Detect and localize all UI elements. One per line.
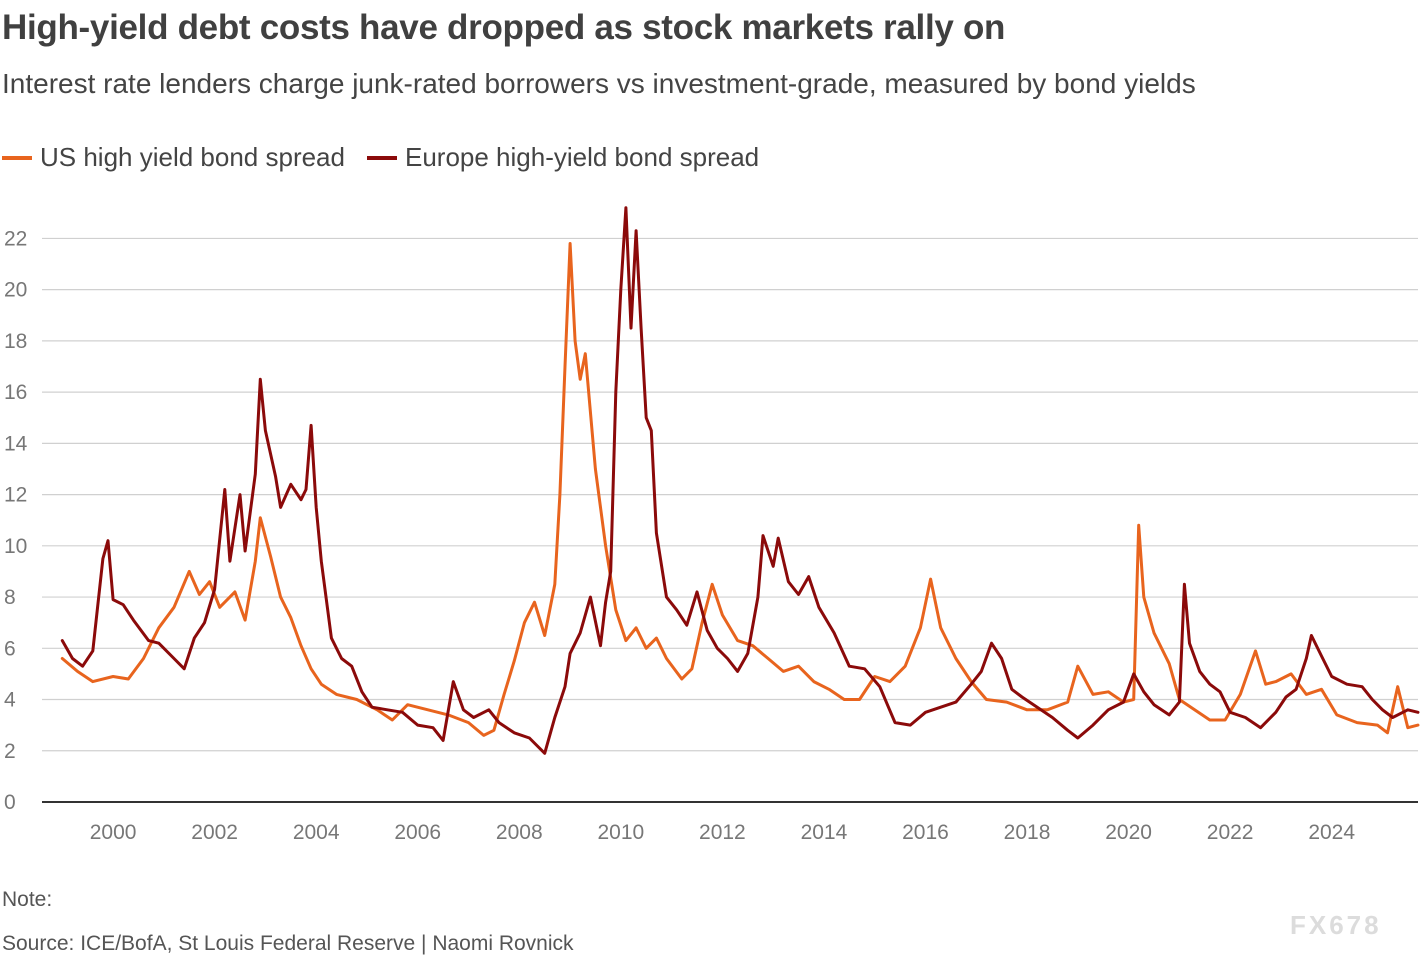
us-series-line xyxy=(60,242,1420,737)
x-tick-label-2024: 2024 xyxy=(1308,821,1355,844)
chart-subtitle: Interest rate lenders charge junk-rated … xyxy=(2,68,1196,99)
y-tick-label-22: 22 xyxy=(4,227,27,250)
x-tick-label-2018: 2018 xyxy=(1004,821,1051,844)
legend-label-us: US high yield bond spread xyxy=(40,142,345,172)
watermark: FX678 xyxy=(1290,910,1382,940)
y-tick-label-20: 20 xyxy=(4,279,27,302)
legend-item-europe: Europe high-yield bond spread xyxy=(366,142,760,173)
x-tick-label-2002: 2002 xyxy=(191,821,238,844)
x-tick-label-2000: 2000 xyxy=(90,821,137,844)
y-tick-label-16: 16 xyxy=(4,381,27,404)
y-tick-label-2: 2 xyxy=(4,740,16,763)
y-tick-label-6: 6 xyxy=(4,637,16,660)
x-tick-label-2010: 2010 xyxy=(597,821,644,844)
x-tick-label-2016: 2016 xyxy=(902,821,949,844)
x-tick-label-2008: 2008 xyxy=(496,821,543,844)
y-tick-label-12: 12 xyxy=(4,484,27,507)
legend-swatch-europe xyxy=(366,155,397,160)
y-tick-label-0: 0 xyxy=(4,791,16,814)
x-tick-label-2012: 2012 xyxy=(699,821,746,844)
europe-series-line xyxy=(60,206,1420,755)
legend-label-europe: Europe high-yield bond spread xyxy=(404,142,760,172)
y-tick-label-18: 18 xyxy=(4,330,27,353)
legend-swatch-us xyxy=(2,155,32,160)
x-tick-label-2022: 2022 xyxy=(1207,821,1254,844)
x-tick-label-2020: 2020 xyxy=(1105,821,1152,844)
chart-title: High-yield debt costs have dropped as st… xyxy=(2,8,1006,47)
y-tick-label-10: 10 xyxy=(4,535,27,558)
y-tick-label-8: 8 xyxy=(4,586,16,609)
chart-source: Source: ICE/BofA, St Louis Federal Reser… xyxy=(2,932,574,955)
chart-note: Note: xyxy=(2,888,53,911)
chart-legend: US high yield bond spread Europe high-yi… xyxy=(2,142,781,173)
x-tick-label-2014: 2014 xyxy=(801,821,848,844)
x-tick-label-2006: 2006 xyxy=(394,821,441,844)
y-tick-label-4: 4 xyxy=(4,689,16,712)
y-tick-label-14: 14 xyxy=(4,432,28,455)
x-tick-label-2004: 2004 xyxy=(293,821,340,844)
legend-item-us: US high yield bond spread xyxy=(2,142,345,173)
